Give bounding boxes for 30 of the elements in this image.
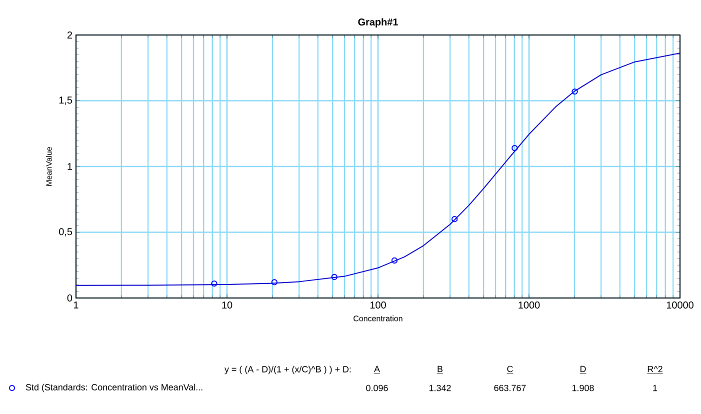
y-tick-label: 0: [67, 294, 72, 302]
text: 0.096: [366, 384, 388, 392]
text: D: [580, 366, 586, 372]
x-tick-label: 10000: [666, 302, 694, 309]
chart-title: Graph#1: [358, 18, 398, 28]
legend-label: Std (Standards: Concentration vs MeanVal...: [26, 384, 202, 392]
text: B: [438, 366, 443, 372]
y-tick-label: 2: [67, 32, 72, 38]
point: [271, 279, 278, 286]
text: C: [507, 366, 513, 372]
x-tick-label: 100: [370, 302, 386, 309]
text: y = ( (A - D)/(1 + (x/C)^B ) ) + D:: [224, 366, 351, 374]
y-tick-label: 1: [68, 163, 72, 170]
point: [331, 274, 338, 280]
text: R^2: [648, 366, 662, 372]
text: 1.908: [572, 384, 594, 392]
text: 1.342: [429, 384, 451, 392]
x-tick-label: 1000: [518, 302, 540, 309]
y-tick-label: 0,5: [59, 228, 72, 236]
point: [451, 216, 458, 222]
text: 663.767: [494, 384, 526, 392]
point: [512, 144, 518, 152]
point: [572, 88, 578, 95]
text: 1: [653, 384, 658, 392]
point: [391, 257, 398, 264]
point: [211, 280, 218, 287]
y-tick-label: 1,5: [59, 96, 72, 105]
x-tick-label: 1: [74, 302, 78, 308]
x-tick-label: 10: [222, 302, 232, 309]
text: A: [374, 366, 380, 372]
